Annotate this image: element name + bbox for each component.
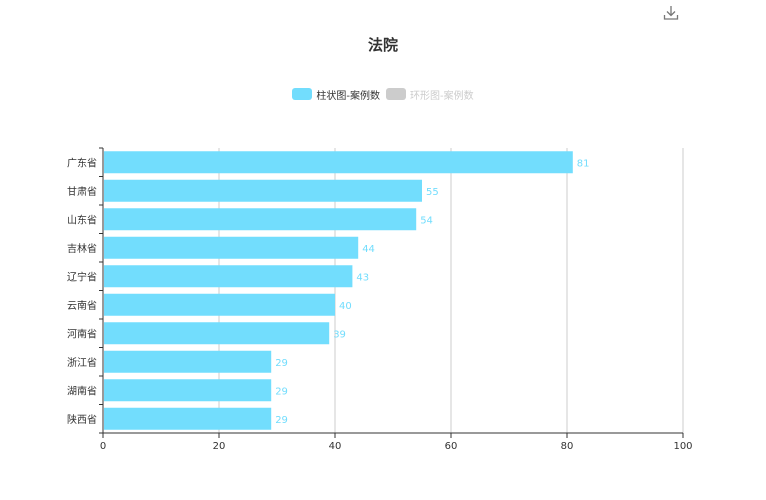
data-label: 55 xyxy=(426,187,439,198)
legend-swatch-ring xyxy=(386,88,406,100)
y-tick-label: 辽宁省 xyxy=(67,270,97,283)
data-label: 44 xyxy=(362,244,375,255)
bar xyxy=(104,236,359,259)
x-tick-label: 60 xyxy=(445,441,458,452)
bar xyxy=(104,379,272,402)
data-label: 81 xyxy=(577,158,590,169)
bar xyxy=(104,265,353,288)
y-tick-label: 浙江省 xyxy=(67,356,97,369)
legend: 柱状图-案例数 环形图-案例数 xyxy=(0,86,766,102)
x-tick-label: 100 xyxy=(673,441,692,452)
x-tick-label: 20 xyxy=(213,441,226,452)
legend-label-bar: 柱状图-案例数 xyxy=(316,90,380,102)
chart-title: 法院 xyxy=(367,36,398,54)
y-tick-label: 云南省 xyxy=(67,299,97,312)
bar xyxy=(104,293,335,316)
x-tick-label: 0 xyxy=(100,441,106,452)
y-tick-label: 陕西省 xyxy=(67,413,97,426)
y-tick-label: 山东省 xyxy=(67,213,97,226)
legend-item-ring-series[interactable]: 环形图-案例数 xyxy=(386,87,474,102)
data-label: 43 xyxy=(356,272,369,283)
bar xyxy=(104,322,330,345)
legend-label-ring: 环形图-案例数 xyxy=(410,90,474,102)
bar xyxy=(104,350,272,373)
data-label: 29 xyxy=(275,358,288,369)
x-tick-label: 80 xyxy=(561,441,574,452)
y-tick-label: 广东省 xyxy=(67,156,97,169)
download-icon[interactable] xyxy=(662,4,680,22)
data-label: 54 xyxy=(420,215,433,226)
bar xyxy=(104,179,422,202)
bar xyxy=(104,208,417,231)
legend-item-bar-series[interactable]: 柱状图-案例数 xyxy=(292,87,380,102)
bar xyxy=(104,407,272,430)
data-label: 40 xyxy=(339,301,352,312)
x-tick-label: 40 xyxy=(329,441,342,452)
y-tick-label: 吉林省 xyxy=(67,242,97,255)
y-tick-label: 甘肃省 xyxy=(67,185,97,198)
y-tick-label: 河南省 xyxy=(67,327,97,340)
bar xyxy=(104,151,573,174)
y-tick-label: 湖南省 xyxy=(67,384,97,397)
data-label: 29 xyxy=(275,386,288,397)
legend-swatch-bar xyxy=(292,88,313,100)
data-label: 29 xyxy=(275,415,288,426)
data-label: 39 xyxy=(333,329,346,340)
